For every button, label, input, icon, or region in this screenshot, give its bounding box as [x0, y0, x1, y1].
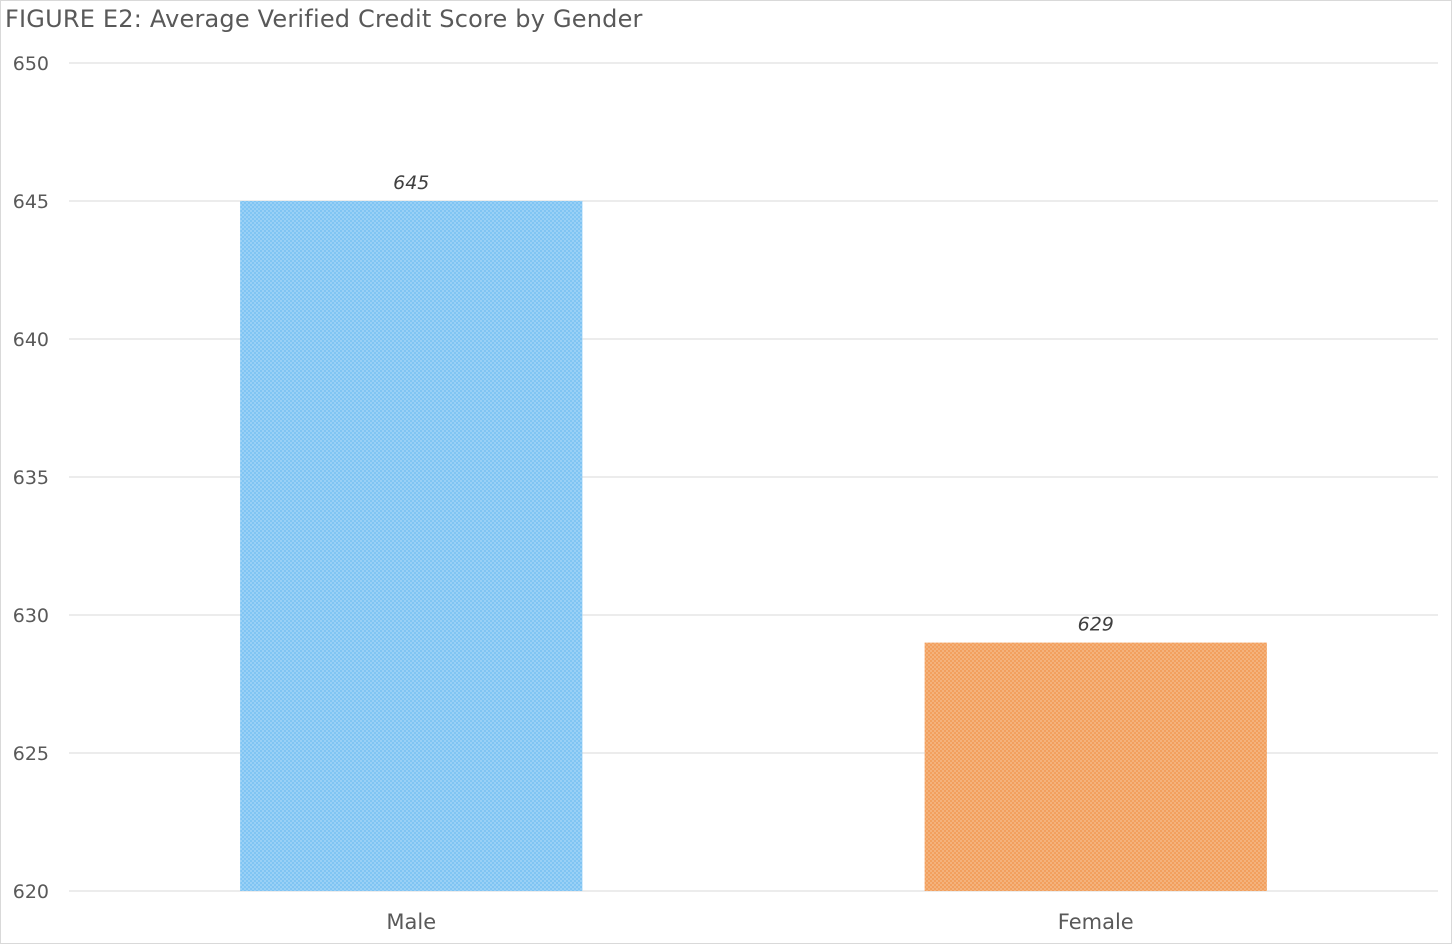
data-label-male: 645 [393, 172, 429, 194]
x-axis-categories: Male Female [386, 910, 1133, 934]
x-tick-label-male: Male [386, 910, 436, 934]
y-tick-label: 650 [13, 53, 49, 75]
data-labels: 645 629 [393, 172, 1114, 636]
bar-female [924, 642, 1267, 891]
chart-title: FIGURE E2: Average Verified Credit Score… [5, 5, 643, 33]
x-tick-label-female: Female [1058, 910, 1134, 934]
y-tick-label: 635 [13, 467, 49, 489]
data-label-female: 629 [1078, 614, 1114, 636]
y-tick-label: 620 [13, 881, 49, 903]
y-tick-label: 625 [13, 743, 49, 765]
y-tick-label: 640 [13, 329, 49, 351]
bar-male [240, 201, 583, 891]
y-tick-label: 630 [13, 605, 49, 627]
bars [240, 201, 1267, 891]
y-tick-label: 645 [13, 191, 49, 213]
y-axis-ticks: 620 625 630 635 640 645 650 [13, 53, 49, 903]
